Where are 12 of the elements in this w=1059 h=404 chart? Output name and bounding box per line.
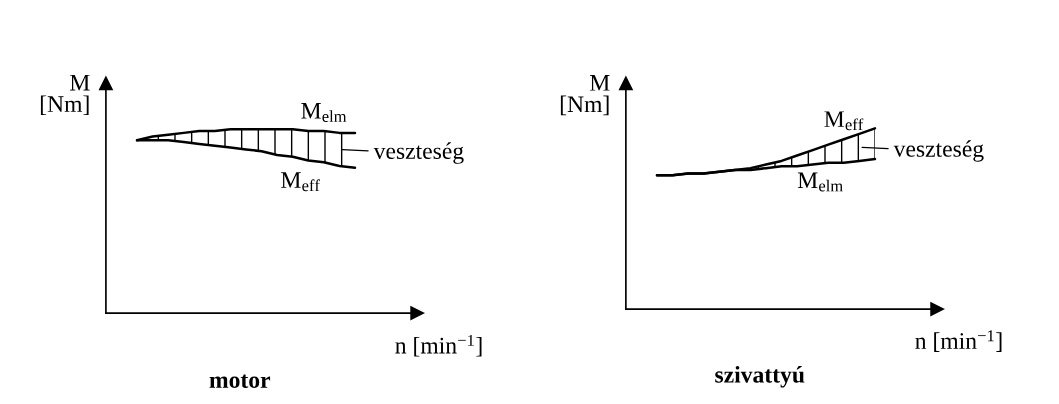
series-label: M$_{elm}$ <box>301 103 347 122</box>
x-axis-title: n [min$^{−1}$] <box>395 334 482 357</box>
series-label: M$_{elm}$ <box>797 172 843 192</box>
x-axis-title: n [min$^{−1}$] <box>915 330 1002 352</box>
series-label: M$_{eff}$ <box>281 172 320 192</box>
text: szivattyú <box>715 366 805 388</box>
text: motor <box>209 374 271 388</box>
annotation: veszteség <box>373 142 464 164</box>
annotation: veszteség <box>893 140 984 162</box>
series-label: M$_{eff}$ <box>824 111 864 131</box>
y-axis-title: M [Nm] <box>560 75 610 116</box>
y-axis-title: M [Nm] <box>40 74 90 115</box>
